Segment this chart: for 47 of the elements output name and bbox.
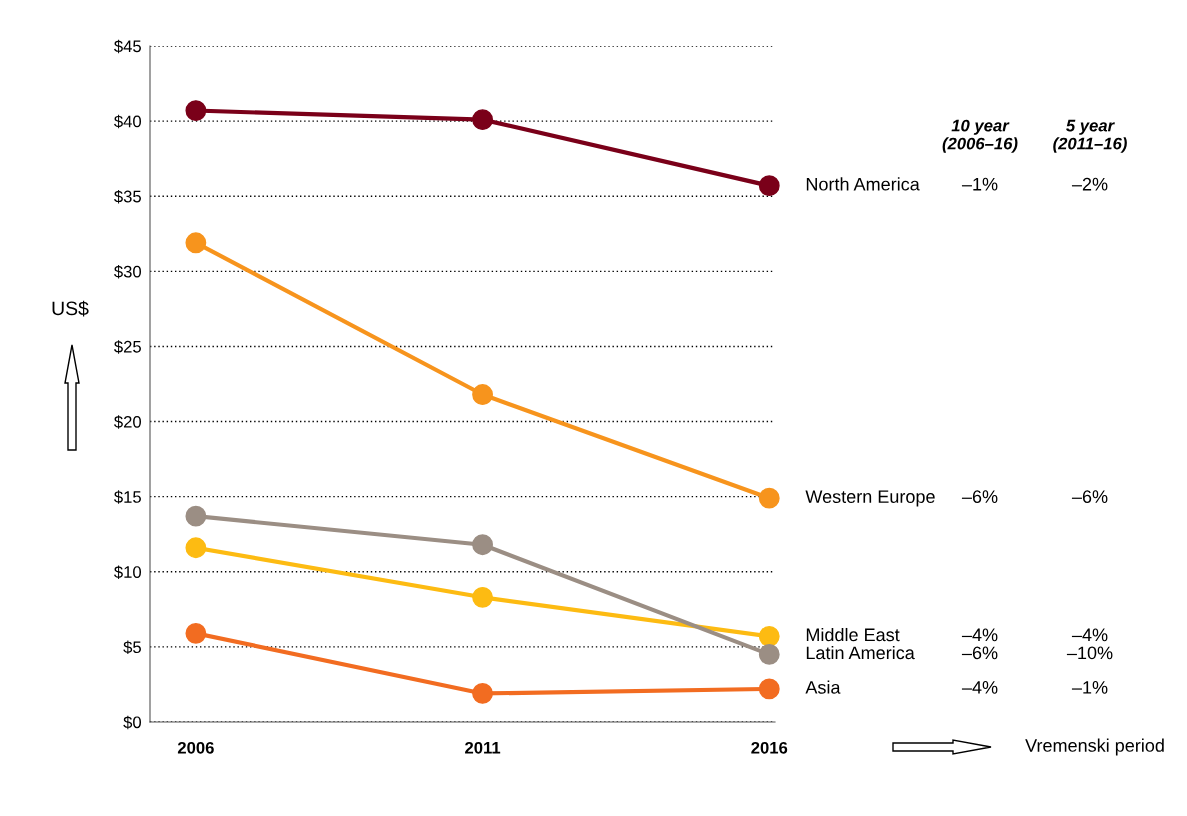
point	[185, 537, 207, 559]
x-tick-label: 2016	[751, 741, 788, 754]
point	[185, 505, 207, 527]
y-tick-label: $15	[114, 490, 141, 504]
y-tick-label: $25	[114, 340, 141, 354]
text: –4%	[961, 628, 998, 642]
point	[472, 109, 493, 131]
text: –6%	[961, 490, 998, 504]
point	[472, 586, 493, 608]
point	[472, 683, 493, 704]
y-tick-label: $10	[114, 565, 142, 579]
series-label: Latin America	[806, 645, 915, 660]
y-tick-label: $20	[114, 415, 142, 429]
point	[758, 643, 780, 665]
point	[758, 487, 780, 509]
y-tick-label: $35	[114, 189, 141, 204]
y-tick-label: $30	[114, 265, 142, 279]
text: –1%	[1071, 681, 1108, 694]
series-label: Asia	[805, 680, 841, 694]
text: 5 year (2011–16)	[1053, 119, 1127, 153]
point	[185, 622, 207, 644]
text: –2%	[1071, 177, 1108, 191]
y-tick-label: $5	[123, 640, 141, 655]
y-tick-label: $45	[114, 39, 141, 54]
x-tick-label: 2006	[177, 741, 214, 754]
x-tick-label: 2011	[465, 741, 501, 754]
text: Vremenski period	[1025, 738, 1164, 756]
text: –6%	[1071, 490, 1108, 504]
text: –4%	[961, 681, 998, 694]
series-label: Middle East	[806, 627, 900, 642]
point	[758, 175, 780, 197]
y-tick-label: $40	[114, 114, 142, 129]
y-tick-label: $0	[123, 715, 142, 730]
text: –1%	[961, 177, 998, 191]
y-axis-title: US$	[52, 300, 89, 317]
point	[185, 232, 207, 254]
text: –4%	[1071, 628, 1108, 642]
point	[758, 678, 780, 700]
text: –10%	[1066, 646, 1113, 660]
series-label: North America	[806, 177, 920, 191]
point	[185, 100, 207, 122]
point	[758, 625, 780, 647]
point	[472, 534, 493, 556]
text: –6%	[961, 646, 998, 660]
text: 10 year (2006–16)	[942, 119, 1018, 153]
point	[472, 384, 493, 405]
series-label: Western Europe	[805, 490, 935, 507]
